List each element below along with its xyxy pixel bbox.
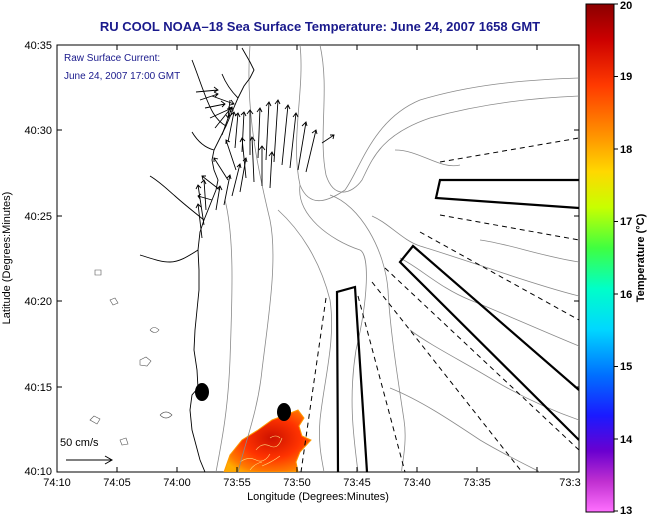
wedge-south — [335, 285, 369, 472]
y-tick-label: 40:15 — [24, 382, 52, 394]
x-tick-label: 73:50 — [283, 477, 311, 489]
scale-label: 50 cm/s — [60, 437, 99, 449]
x-tick-label: 73:35 — [463, 477, 491, 489]
colorbar-tick: 20 — [620, 0, 632, 12]
wedge-east — [434, 178, 579, 210]
map-title: RU COOL NOAA–18 Sea Surface Temperature:… — [100, 19, 540, 34]
colorbar-tick: 14 — [620, 434, 633, 446]
x-tick-label: 73:55 — [223, 477, 251, 489]
y-axis-label: Latitude (Degrees:Minutes) — [1, 192, 13, 325]
plot-frame — [56, 44, 580, 473]
x-tick-label: 74:05 — [103, 477, 131, 489]
site-marker-1 — [195, 383, 209, 401]
y-tick-label: 40:25 — [24, 211, 52, 223]
radial-wedges — [335, 178, 579, 472]
x-tick-label: 74:10 — [43, 477, 71, 489]
y-tick-label: 40:20 — [24, 296, 52, 308]
colorbar-tick: 17 — [620, 216, 632, 228]
legend-line-1: Raw Surface Current: — [64, 53, 160, 64]
x-tick-label: 73:45 — [343, 477, 371, 489]
sst-warm-patch — [223, 409, 312, 472]
map-plot-area: Raw Surface Current: June 24, 2007 17:00… — [56, 44, 580, 473]
colorbar-gradient — [585, 3, 615, 513]
coastline — [139, 47, 255, 472]
colorbar-label: Temperature (°C) — [635, 213, 647, 302]
x-tick-label: 74:00 — [163, 477, 191, 489]
sst-patch-contours — [239, 435, 283, 471]
scale-arrow — [66, 455, 114, 465]
x-tick-labels: 74:10 74:05 74:00 73:55 73:50 73:45 73:4… — [43, 477, 580, 489]
colorbar-tick: 15 — [620, 361, 632, 373]
surface-current-vectors — [195, 86, 335, 239]
axis-ticks — [56, 45, 579, 472]
y-tick-label: 40:30 — [24, 125, 52, 137]
colorbar-tick: 19 — [620, 71, 632, 83]
legend-line-2: June 24, 2007 17:00 GMT — [64, 71, 180, 82]
small-features — [89, 269, 173, 446]
bathymetry-contours — [215, 45, 579, 472]
x-axis-label: Longitude (Degrees:Minutes) — [247, 491, 389, 503]
colorbar: 20 19 18 17 16 15 14 13 Temperature (°C) — [585, 0, 647, 517]
wedge-southeast — [398, 244, 579, 441]
x-tick-label: 73:3 — [559, 477, 580, 489]
y-tick-label: 40:35 — [24, 40, 52, 52]
colorbar-tick: 13 — [620, 505, 632, 517]
y-tick-labels: 40:35 40:30 40:25 40:20 40:15 40:10 — [24, 40, 52, 478]
colorbar-tick: 16 — [620, 289, 632, 301]
radial-dashed-lines — [300, 137, 579, 472]
x-tick-label: 73:40 — [403, 477, 431, 489]
y-tick-label: 40:10 — [24, 466, 52, 478]
colorbar-tick: 18 — [620, 144, 632, 156]
site-marker-2 — [277, 403, 291, 421]
